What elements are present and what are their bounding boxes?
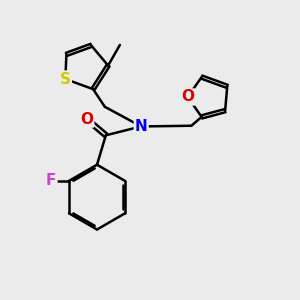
Text: O: O — [80, 112, 93, 127]
Text: S: S — [60, 71, 71, 86]
Text: O: O — [181, 89, 194, 104]
Text: N: N — [135, 119, 148, 134]
Text: F: F — [46, 173, 56, 188]
